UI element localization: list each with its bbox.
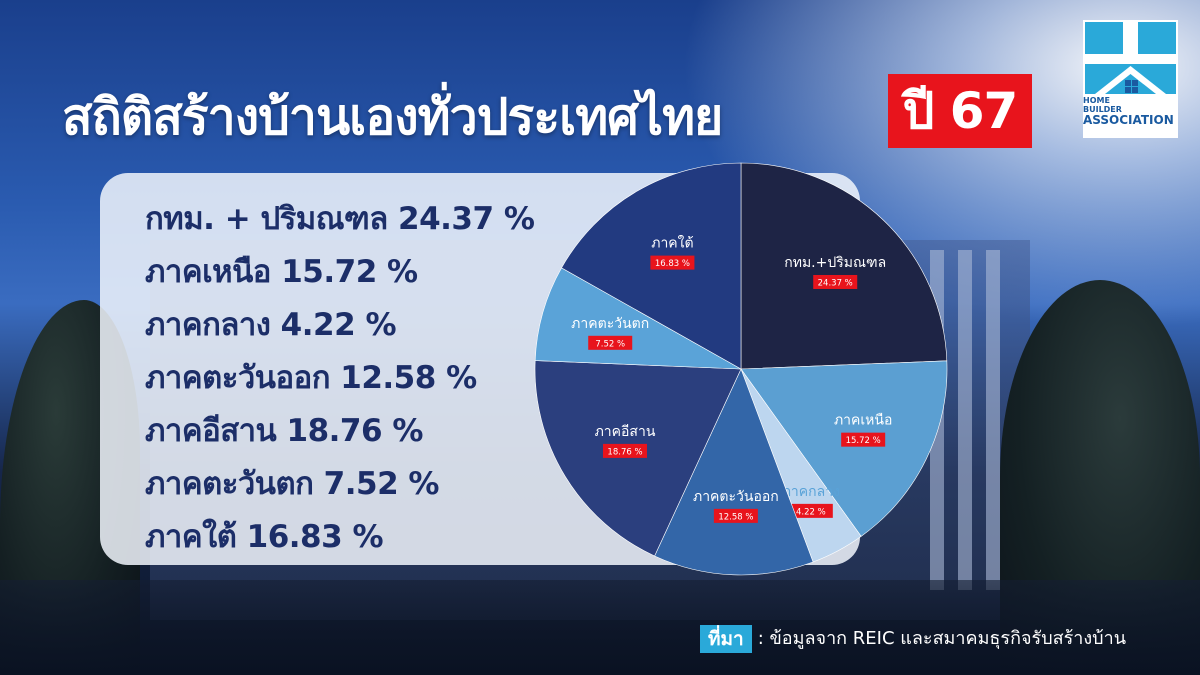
- pie-slice-west: [534, 267, 742, 370]
- stat-bangkok: กทม. + ปริมณฑล 24.37 %: [145, 201, 535, 237]
- pie-slice-north: [740, 360, 948, 537]
- pie-slice-east: [654, 368, 814, 576]
- title-year-badge: ปี 67: [888, 74, 1032, 148]
- pie-value-central: 4.22 %: [796, 507, 826, 517]
- pie-chart-svg: กทม.+ปริมณฑล 24.37 % ภาคเหนือ 15.72 % ภาคกลา…: [534, 162, 948, 576]
- pillar-decoration: [958, 250, 972, 590]
- stat-west: ภาคตะวันตก 7.52 %: [145, 466, 440, 502]
- pie-slice-bangkok: [740, 162, 948, 370]
- source-text: : ข้อมูลจาก REIC และสมาคมธุรกิจรับสร้างบ…: [757, 628, 1127, 649]
- pie-slice-northeast: [534, 360, 742, 557]
- pie-label-east: ภาคตะวันออก: [693, 489, 779, 505]
- pie-value-box-south: [650, 255, 695, 270]
- page-title: สถิติสร้างบ้านเองทั่วประเทศไทย: [62, 88, 723, 146]
- pie-value-box-east: [713, 508, 758, 523]
- pie-value-east: 12.58 %: [718, 512, 753, 522]
- pie-value-south: 16.83 %: [655, 259, 690, 269]
- stat-north: ภาคเหนือ 15.72 %: [145, 254, 418, 290]
- pillar-decoration: [986, 250, 1000, 590]
- pie-label-west: ภาคตะวันตก: [571, 316, 649, 332]
- pie-value-box-north: [841, 432, 886, 447]
- pie-value-box-central: [788, 503, 833, 518]
- pie-label-south: ภาคใต้: [651, 235, 693, 252]
- stat-east: ภาคตะวันออก 12.58 %: [145, 360, 477, 396]
- stat-south: ภาคใต้ 16.83 %: [145, 519, 384, 555]
- stat-central: ภาคกลาง 4.22 %: [145, 307, 397, 343]
- stats-list: กทม. + ปริมณฑล 24.37 % ภาคเหนือ 15.72 % …: [145, 193, 535, 564]
- stat-northeast: ภาคอีสาน 18.76 %: [145, 413, 423, 449]
- pie-label-bangkok: กทม.+ปริมณฑล: [784, 255, 886, 271]
- pie-value-north: 15.72 %: [846, 436, 881, 446]
- pie-label-north: ภาคเหนือ: [834, 413, 892, 429]
- source-tag: ที่มา: [700, 625, 752, 653]
- pie-value-box-northeast: [602, 443, 647, 458]
- source-note: ที่มา: ข้อมูลจาก REIC และสมาคมธุรกิจรับส…: [700, 625, 1126, 653]
- pie-value-box-bangkok: [813, 274, 858, 289]
- pie-value-west: 7.52 %: [595, 339, 625, 349]
- home-builder-logo-icon: [1083, 20, 1178, 138]
- pie-label-northeast: ภาคอีสาน: [595, 424, 656, 440]
- ground: [0, 580, 1200, 675]
- pie-value-northeast: 18.76 %: [607, 447, 642, 457]
- pie-value-bangkok: 24.37 %: [818, 278, 853, 288]
- logo-text: HOME BUILDER ASSOCIATION: [1083, 96, 1174, 127]
- pie-chart: กทม.+ปริมณฑล 24.37 % ภาคเหนือ 15.72 % ภาคกลา…: [534, 162, 948, 576]
- pie-label-central: ภาคกลาง: [782, 484, 840, 500]
- pie-value-box-west: [588, 335, 633, 350]
